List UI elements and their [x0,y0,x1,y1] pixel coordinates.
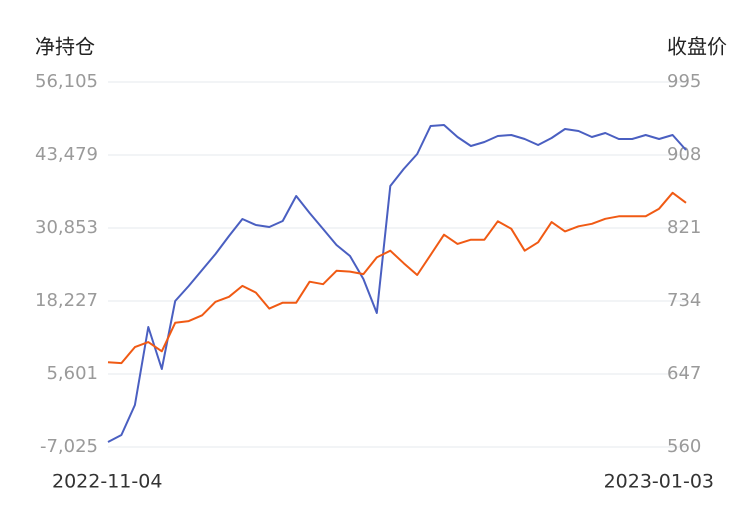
y-tick-label: -7,025 [40,436,98,457]
series-line [107,124,687,443]
x-tick-label: 2023-01-03 [604,471,714,493]
y2-tick-label: 995 [667,71,701,92]
y-tick-label: 56,105 [35,71,98,92]
y-tick-label: 30,853 [35,217,98,238]
y2-tick-label: 560 [667,436,701,457]
y-tick-label: 18,227 [35,290,98,311]
y-axis-title: 净持仓 [35,35,95,59]
y-tick-label: 5,601 [46,363,98,384]
y2-tick-label: 821 [667,217,701,238]
y2-axis-title: 收盘价 [667,35,727,59]
x-tick-label: 2022-11-04 [52,471,162,493]
y2-tick-label: 908 [667,144,701,165]
series-line [107,191,687,365]
y2-tick-label: 734 [667,290,701,311]
y-tick-label: 43,479 [35,144,98,165]
y2-tick-label: 647 [667,363,701,384]
